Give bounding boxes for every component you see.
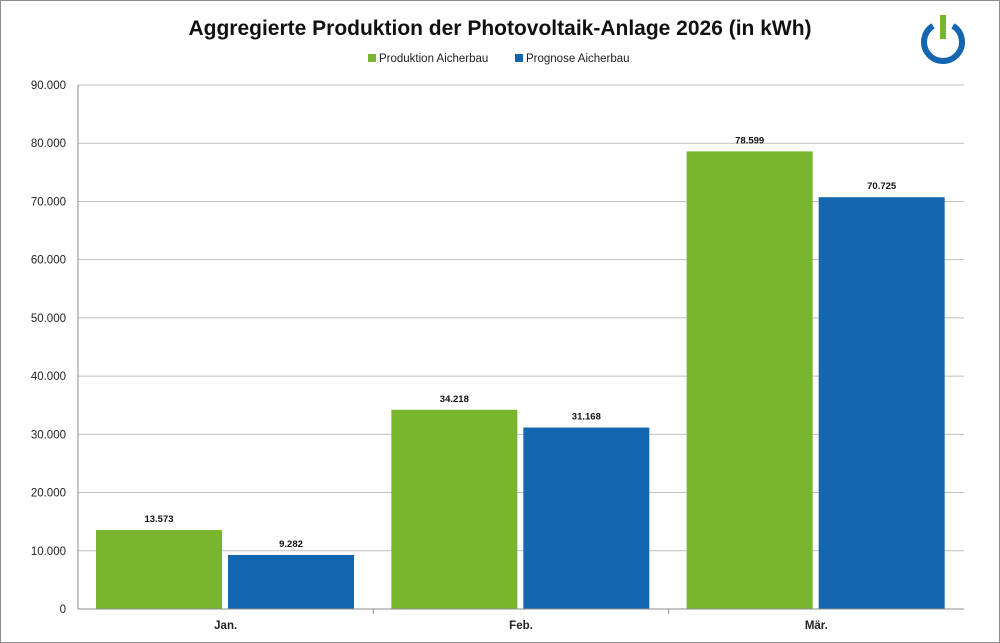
data-label: 31.168 (572, 412, 601, 423)
y-tick-label: 60.000 (31, 255, 66, 267)
y-axis-ticks: 0 10.000 20.000 30.000 40.000 50.000 60.000 70.… (31, 80, 66, 616)
bar-prognose-2 (818, 197, 945, 609)
legend-label: Prognose Aicherbau (526, 53, 630, 65)
bars (96, 151, 945, 609)
y-tick-label: 40.000 (31, 371, 66, 383)
y-tick-label: 50.000 (31, 313, 66, 325)
y-tick-label: 0 (60, 604, 66, 616)
y-tick-label: 80.000 (31, 138, 66, 150)
data-label: 78.599 (735, 135, 764, 146)
bar-prognose-0 (228, 554, 354, 609)
x-tick-label: Feb. (509, 620, 533, 632)
legend-swatch (515, 54, 523, 62)
y-tick-label: 70.000 (31, 196, 66, 208)
bar-produktion-2 (686, 151, 813, 609)
data-label: 70.725 (867, 181, 897, 192)
bar-produktion-0 (96, 529, 222, 609)
data-label: 9.282 (279, 539, 303, 550)
x-axis-ticks: Jan. Feb. Mär. (214, 620, 828, 632)
bar-prognose-1 (523, 427, 650, 609)
y-tick-label: 90.000 (31, 80, 66, 92)
legend: Produktion Aicherbau Prognose Aicherbau (368, 53, 630, 65)
y-tick-label: 30.000 (31, 429, 66, 441)
bar-produktion-1 (391, 409, 518, 609)
axes (77, 85, 964, 614)
data-label: 34.218 (440, 394, 469, 405)
chart-title: Aggregierte Produktion der Photovoltaik-… (188, 17, 811, 40)
y-tick-label: 10.000 (31, 546, 66, 558)
x-tick-label: Mär. (805, 620, 828, 632)
legend-label: Produktion Aicherbau (379, 53, 488, 65)
legend-swatch (368, 54, 376, 62)
x-tick-label: Jan. (214, 620, 237, 632)
data-label: 13.573 (144, 514, 173, 525)
power-icon (921, 15, 965, 64)
data-labels: 13.573 9.282 34.218 31.168 78.599 70.725 (144, 135, 896, 550)
y-tick-label: 20.000 (31, 488, 66, 500)
power-icon-bar (940, 15, 946, 39)
power-icon-ring (921, 23, 965, 64)
gridlines (78, 84, 964, 552)
